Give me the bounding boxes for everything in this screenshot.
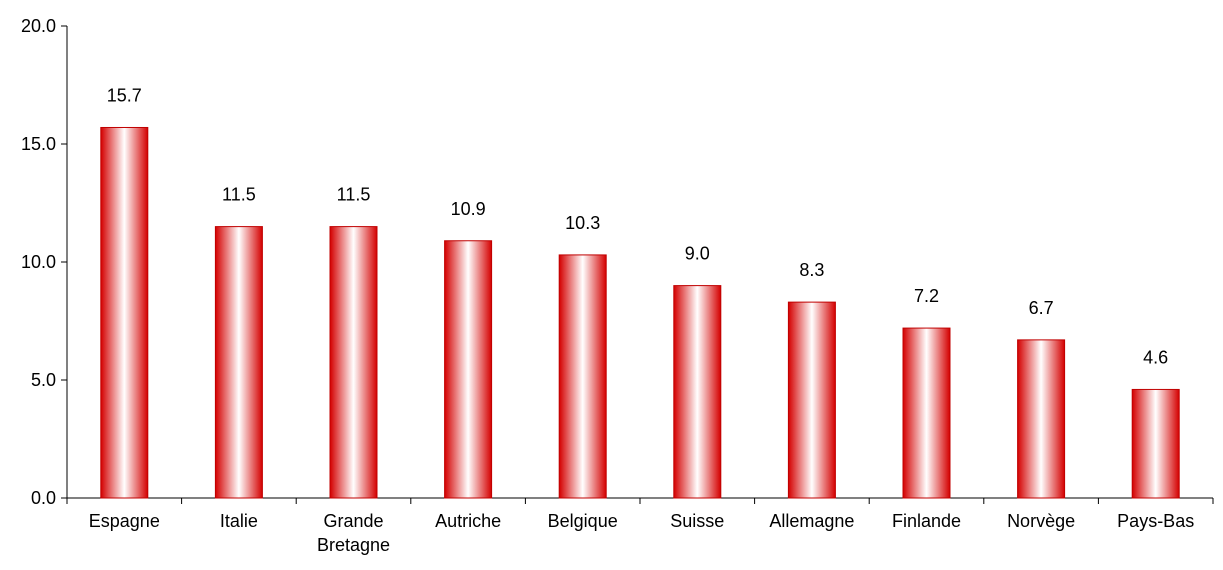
bars xyxy=(100,126,1180,499)
bar xyxy=(1017,339,1066,499)
category-label-line: Suisse xyxy=(670,511,724,531)
category-labels: Espagne Italie Grande Bretagne Autriche Belgi… xyxy=(89,511,1194,555)
bar xyxy=(902,327,951,499)
x-axis xyxy=(66,497,1214,504)
value-label: 6.7 xyxy=(1029,298,1054,318)
value-label: 7.2 xyxy=(914,286,939,306)
category-label-line: Belgique xyxy=(548,511,618,531)
category-label-line: Pays-Bas xyxy=(1117,511,1194,531)
y-tick-label: 10.0 xyxy=(21,252,56,272)
category-label: Finlande xyxy=(892,511,961,531)
bar xyxy=(787,301,836,499)
value-labels: 15.7 11.5 11.5 10.9 10.3 9.0 8.3 7.2 6.7 4.6 xyxy=(107,85,1168,367)
category-label: Suisse xyxy=(670,511,724,531)
bar xyxy=(558,254,607,499)
value-label: 8.3 xyxy=(799,260,824,280)
category-label-line: Finlande xyxy=(892,511,961,531)
category-label: Espagne xyxy=(89,511,160,531)
bar xyxy=(1131,388,1180,499)
category-label-line: Grande xyxy=(323,511,383,531)
bar xyxy=(214,226,263,499)
category-label: Pays-Bas xyxy=(1117,511,1194,531)
category-label: Belgique xyxy=(548,511,618,531)
y-tick-label: 5.0 xyxy=(31,370,56,390)
bar xyxy=(329,226,378,499)
value-label: 15.7 xyxy=(107,85,142,105)
value-label: 9.0 xyxy=(685,244,710,264)
value-label: 4.6 xyxy=(1143,347,1168,367)
category-label: Italie xyxy=(220,511,258,531)
category-label: Allemagne xyxy=(769,511,854,531)
bar xyxy=(444,240,493,499)
category-label-line: Autriche xyxy=(435,511,501,531)
category-label-line: Italie xyxy=(220,511,258,531)
y-tick-label: 15.0 xyxy=(21,134,56,154)
category-label-line: Allemagne xyxy=(769,511,854,531)
value-label: 11.5 xyxy=(222,185,256,205)
category-label-line: Norvège xyxy=(1007,511,1075,531)
category-label-line: Espagne xyxy=(89,511,160,531)
value-label: 11.5 xyxy=(337,185,371,205)
bar xyxy=(100,126,149,499)
y-tick-label: 20.0 xyxy=(21,16,56,36)
category-label: Grande Bretagne xyxy=(317,511,390,555)
y-axis: 0.0 5.0 10.0 15.0 20.0 xyxy=(21,16,68,508)
value-label: 10.9 xyxy=(451,199,486,219)
value-label: 10.3 xyxy=(565,213,600,233)
category-label-line: Bretagne xyxy=(317,535,390,555)
y-tick-label: 0.0 xyxy=(31,488,56,508)
bar xyxy=(673,285,722,499)
category-label: Autriche xyxy=(435,511,501,531)
category-label: Norvège xyxy=(1007,511,1075,531)
